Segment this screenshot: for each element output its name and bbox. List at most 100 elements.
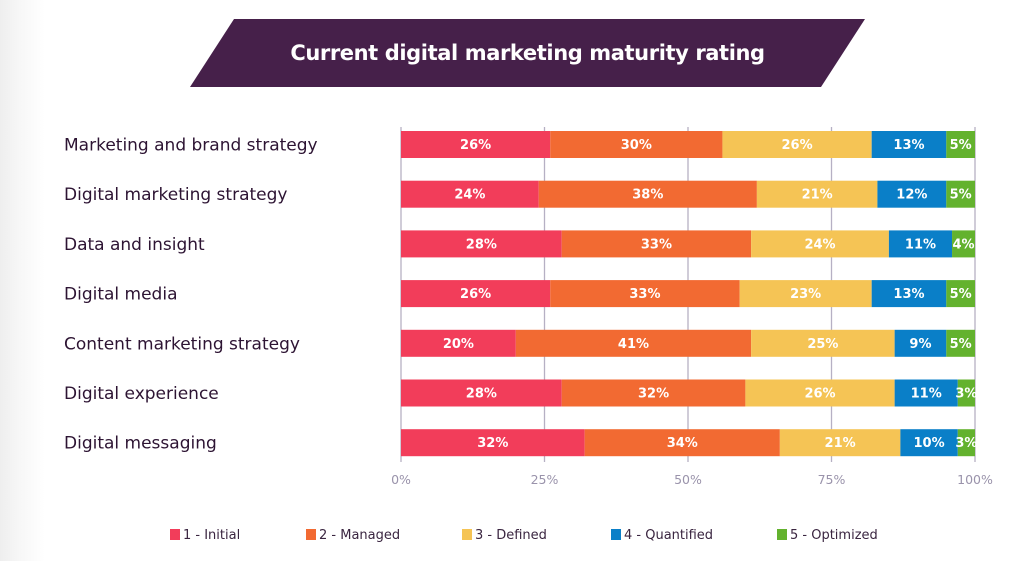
segment-value-label: 26%	[781, 138, 812, 153]
bar-segment	[894, 379, 958, 407]
segment-value-label: 11%	[905, 237, 936, 252]
bar-segment	[745, 379, 895, 407]
bar-segment	[957, 379, 975, 407]
bar-segment	[871, 280, 947, 308]
segment-value-label: 10%	[914, 436, 945, 451]
segment-value-label: 13%	[893, 138, 924, 153]
legend-item: 3 - Defined	[462, 528, 547, 543]
x-tick-label: 0%	[391, 472, 411, 487]
segment-value-label: 26%	[460, 287, 491, 302]
x-tick-label: 100%	[957, 472, 993, 487]
segment-value-label: 41%	[618, 337, 649, 352]
segment-value-label: 5%	[950, 287, 972, 302]
bar-segment	[515, 329, 752, 357]
segment-value-label: 3%	[955, 436, 977, 451]
category-labels: Marketing and brand strategy Digital mark…	[64, 136, 318, 454]
bar-segment	[401, 131, 551, 158]
segment-value-label: 20%	[443, 337, 474, 352]
title-banner-shape	[190, 19, 865, 87]
bar-segment	[550, 280, 740, 308]
segment-value-label: 13%	[893, 287, 924, 302]
segment-value-label: 9%	[909, 337, 931, 352]
segment-value-label: 21%	[802, 188, 833, 203]
segment-value-label: 5%	[950, 138, 972, 153]
bar-segment	[946, 280, 975, 308]
legend-swatch	[170, 529, 180, 540]
category-label: Marketing and brand strategy	[64, 136, 318, 156]
bar-segment	[538, 180, 757, 208]
bar-row: 26% 30% 26% 13% 5%	[401, 131, 975, 158]
chart-title: Current digital marketing maturity ratin…	[290, 41, 765, 65]
bar-segment	[877, 180, 947, 208]
legend-item: 5 - Optimized	[777, 528, 878, 543]
bar-segment	[894, 329, 947, 357]
legend-label: 4 - Quantified	[624, 528, 713, 543]
segment-value-label: 34%	[667, 436, 698, 451]
segment-value-label: 30%	[621, 138, 652, 153]
bar-segment	[751, 230, 889, 258]
bar-segment	[739, 280, 872, 308]
bar-row: 28% 33% 24% 11% 4%	[401, 230, 975, 258]
bar-segment	[946, 180, 975, 208]
bar-segment	[401, 379, 562, 407]
legend-label: 2 - Managed	[319, 528, 400, 543]
bar-segment	[779, 429, 901, 457]
bar-segment	[550, 131, 723, 158]
segment-value-label: 5%	[950, 188, 972, 203]
bar-row: 28% 32% 26% 11% 3%	[401, 379, 977, 407]
legend-item: 2 - Managed	[306, 528, 400, 543]
x-tick-label: 50%	[674, 472, 702, 487]
legend-label: 3 - Defined	[475, 528, 547, 543]
segment-value-label: 32%	[477, 436, 508, 451]
segment-value-label: 12%	[896, 188, 927, 203]
bar-segment	[900, 429, 958, 457]
bar-segment	[584, 429, 780, 457]
legend-swatch	[306, 529, 316, 540]
bar-segment	[957, 429, 975, 457]
legend-item: 4 - Quantified	[611, 528, 713, 543]
legend-label: 5 - Optimized	[790, 528, 878, 543]
bar-segment	[401, 180, 539, 208]
legend: 1 - Initial 2 - Managed 3 - Defined 4 - Qua…	[170, 528, 878, 543]
bar-segment	[888, 230, 953, 258]
bar-row: 20% 41% 25% 9% 5%	[401, 329, 975, 357]
segment-value-label: 4%	[952, 237, 974, 252]
legend-item: 1 - Initial	[170, 528, 240, 543]
bar-segment	[561, 230, 752, 258]
category-label: Content marketing strategy	[64, 334, 300, 354]
segment-value-label: 28%	[466, 237, 497, 252]
bar-segment	[751, 329, 895, 357]
bars: 26% 30% 26% 13% 5% 24% 38% 21% 12% 5% 28% 33% 24% 11%…	[401, 131, 977, 457]
segment-value-label: 26%	[804, 387, 835, 402]
category-label: Digital messaging	[64, 434, 217, 454]
segment-value-label: 38%	[632, 188, 663, 203]
segment-value-label: 33%	[629, 287, 660, 302]
segment-value-label: 21%	[825, 436, 856, 451]
legend-swatch	[462, 529, 472, 540]
segment-value-label: 3%	[955, 387, 977, 402]
bar-segment	[946, 329, 975, 357]
segment-value-label: 23%	[790, 287, 821, 302]
segment-value-label: 5%	[950, 337, 972, 352]
bar-segment	[401, 280, 551, 308]
category-label: Digital media	[64, 285, 178, 305]
bar-row: 24% 38% 21% 12% 5%	[401, 180, 975, 208]
legend-swatch	[611, 529, 621, 540]
x-tick-label: 25%	[531, 472, 559, 487]
bar-segment	[946, 131, 975, 158]
title-banner	[190, 19, 865, 87]
x-tick-label: 75%	[818, 472, 846, 487]
legend-label: 1 - Initial	[183, 528, 240, 543]
bar-segment	[561, 379, 746, 407]
bar-row: 32% 34% 21% 10% 3%	[401, 429, 977, 457]
segment-value-label: 28%	[466, 387, 497, 402]
category-label: Digital marketing strategy	[64, 185, 287, 205]
bar-segment	[401, 429, 585, 457]
bar-segment	[952, 230, 975, 258]
legend-swatch	[777, 529, 787, 540]
segment-value-label: 24%	[804, 237, 835, 252]
segment-value-label: 33%	[641, 237, 672, 252]
bar-segment	[756, 180, 878, 208]
bar-segment	[401, 329, 516, 357]
